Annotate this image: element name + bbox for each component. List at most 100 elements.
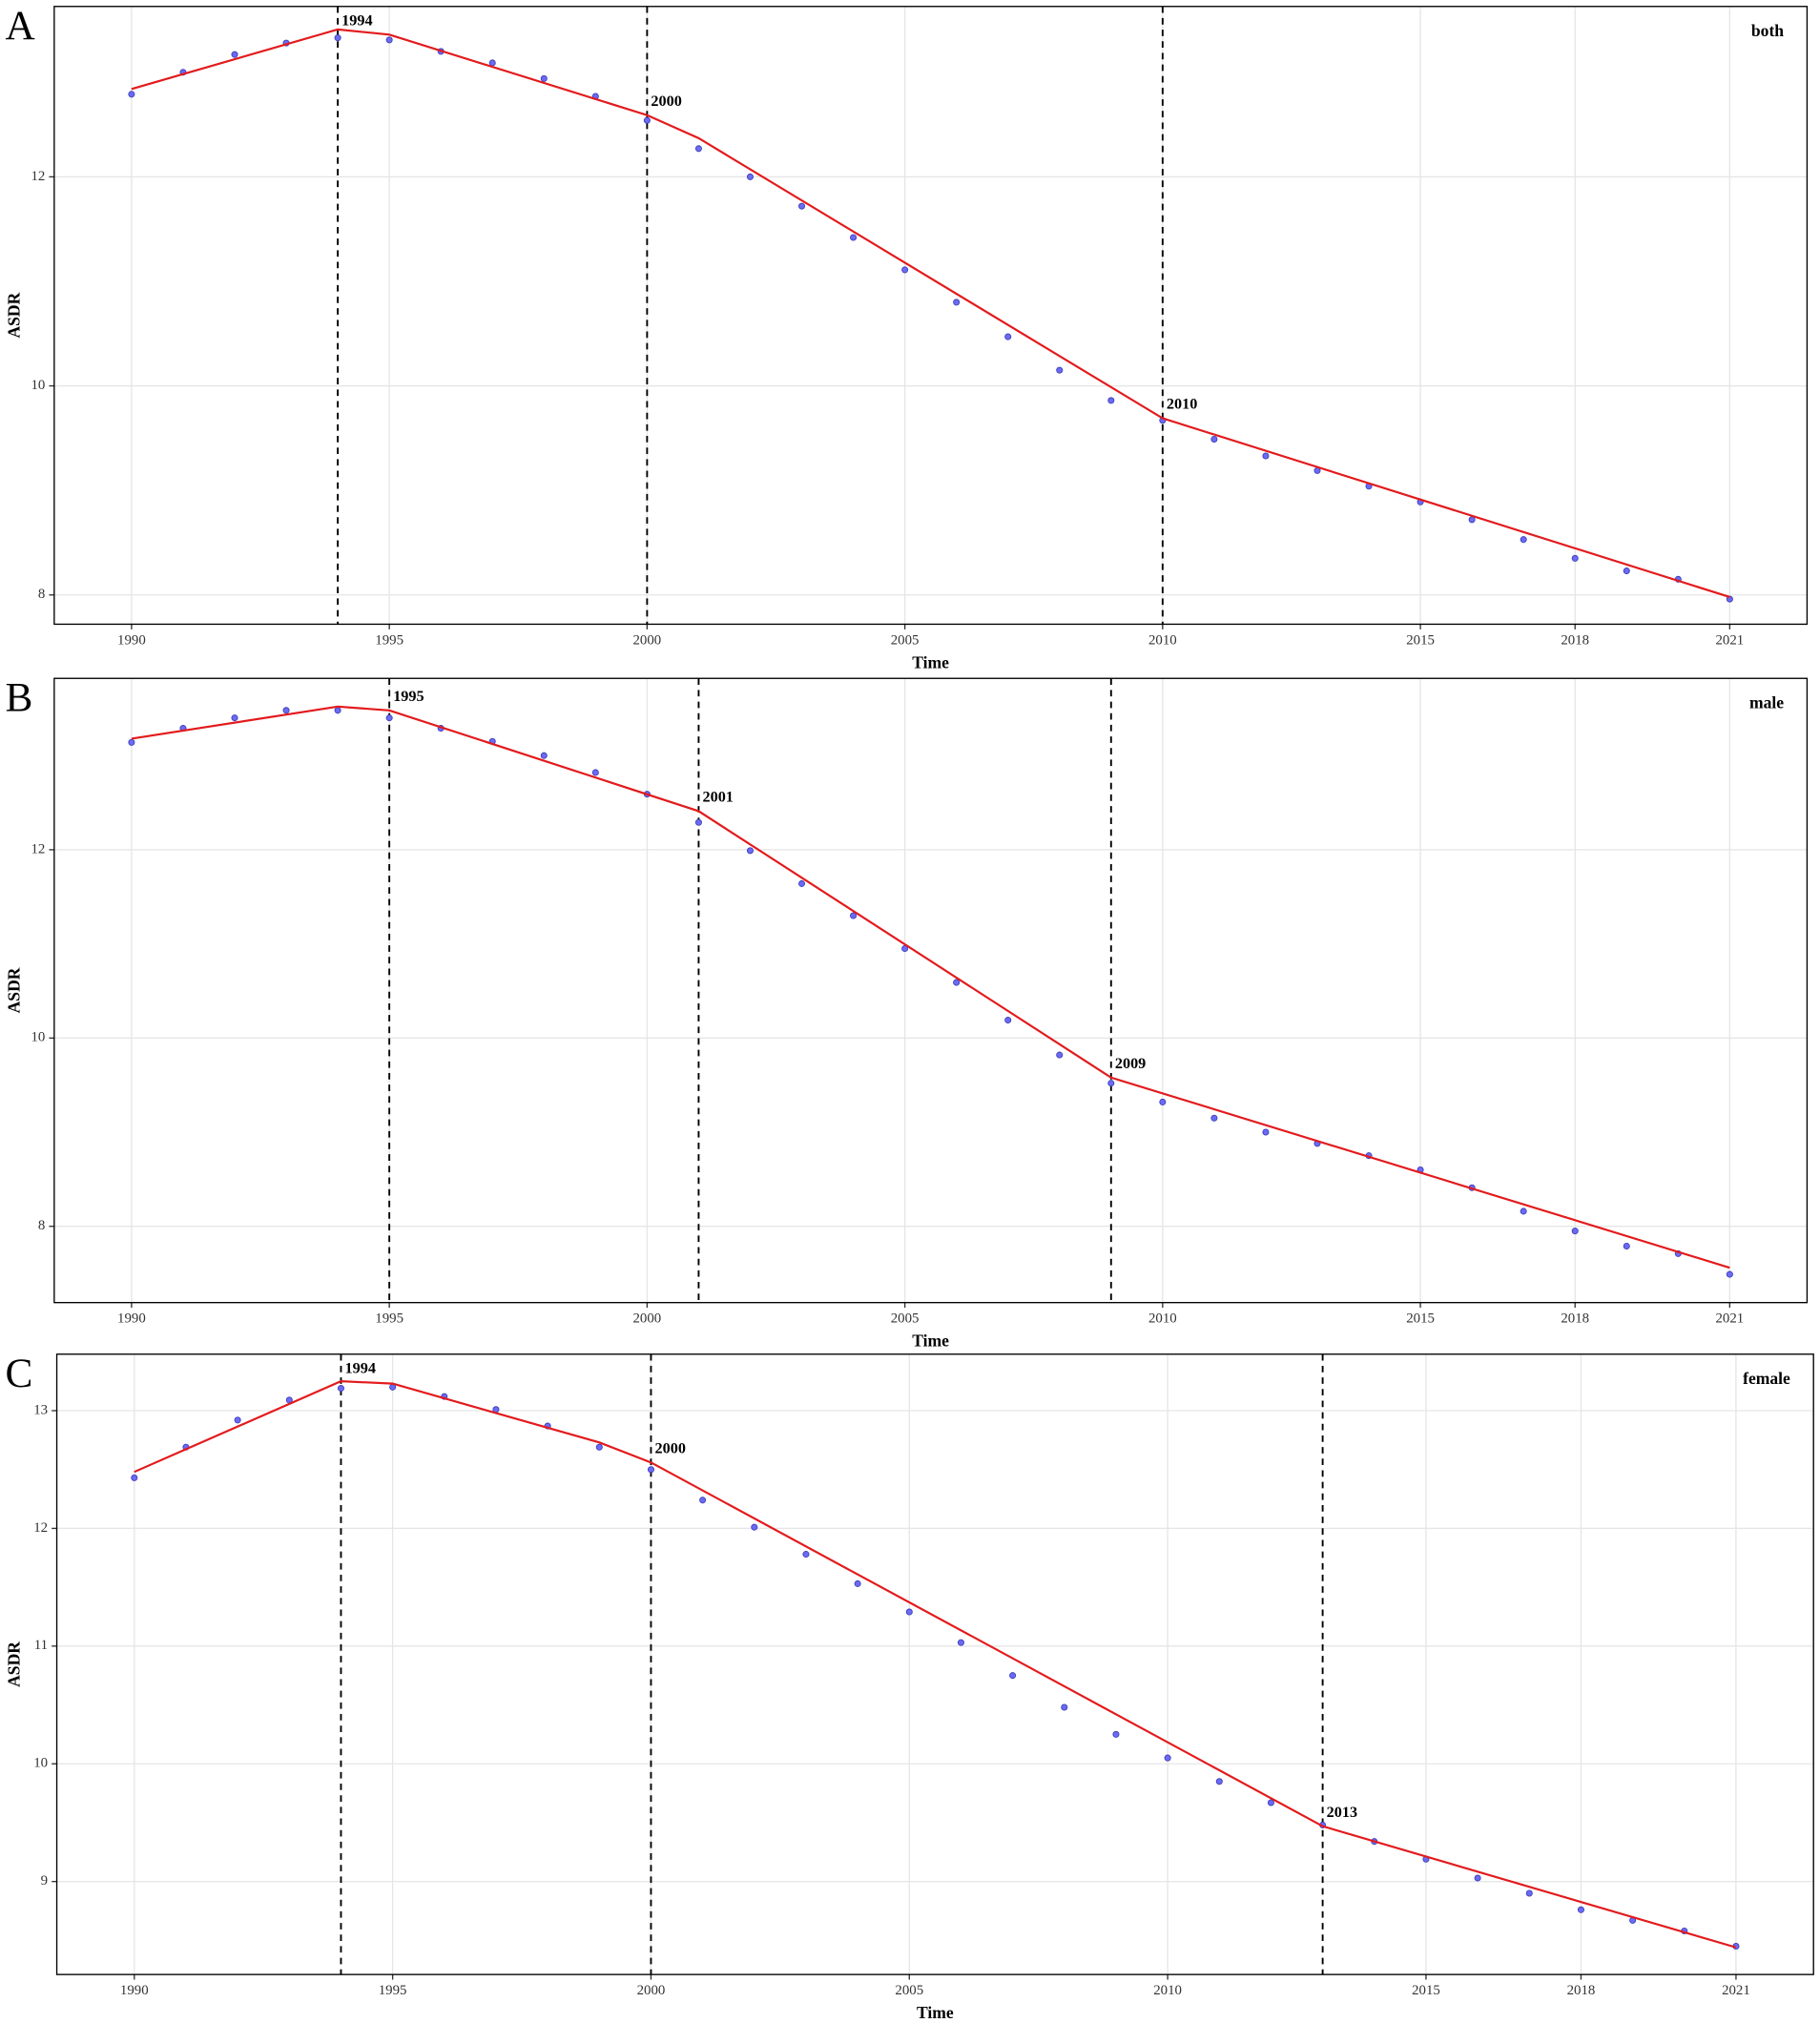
y-tick-label: 10: [33, 1756, 48, 1771]
data-point: [1061, 1703, 1068, 1711]
x-tick-label: 1995: [379, 1983, 407, 1998]
data-point: [850, 234, 858, 241]
x-tick-label: 2000: [633, 1311, 662, 1327]
data-point: [1267, 1799, 1274, 1806]
data-point: [1525, 1889, 1533, 1897]
data-point: [746, 847, 754, 855]
group-label: female: [1743, 1369, 1790, 1388]
data-point: [488, 59, 496, 67]
y-tick-label: 11: [34, 1638, 48, 1653]
joinpoint-label: 2009: [1115, 1055, 1146, 1072]
joinpoint-label: 2013: [1327, 1804, 1357, 1821]
data-point: [282, 707, 290, 714]
data-point: [694, 818, 702, 826]
data-point: [1215, 1778, 1223, 1786]
joinpoint-label: 1995: [393, 688, 424, 705]
x-axis-title: Time: [917, 2003, 954, 2022]
data-point: [1262, 1128, 1270, 1136]
data-point: [854, 1579, 861, 1587]
y-tick-label: 8: [38, 1218, 45, 1233]
fitted-line: [134, 1380, 1737, 1949]
x-tick-label: 2005: [891, 1311, 920, 1327]
data-point: [1210, 1114, 1218, 1122]
y-tick-label: 10: [31, 1030, 46, 1045]
x-tick-label: 2018: [1561, 632, 1589, 648]
data-point: [591, 769, 599, 776]
x-tick-label: 1990: [117, 632, 146, 648]
x-tick-label: 2005: [895, 1983, 923, 1998]
x-tick-label: 2018: [1567, 1983, 1596, 1998]
y-tick-label: 13: [33, 1402, 48, 1417]
data-point: [1571, 554, 1579, 562]
x-tick-label: 1995: [375, 1311, 403, 1327]
x-tick-label: 1995: [375, 632, 403, 648]
panel-letter: A: [5, 3, 34, 49]
data-point: [647, 1466, 654, 1474]
group-label: both: [1751, 21, 1784, 40]
data-point: [953, 299, 961, 306]
data-point: [1056, 1051, 1064, 1059]
x-tick-label: 2000: [633, 632, 662, 648]
x-tick-label: 2010: [1148, 632, 1177, 648]
data-point: [128, 738, 135, 746]
data-point: [1107, 397, 1115, 404]
data-point: [802, 1551, 810, 1559]
plot-border: [53, 677, 1809, 1304]
data-point: [1004, 333, 1012, 341]
data-point: [751, 1523, 758, 1531]
data-point: [231, 51, 238, 58]
data-point: [1571, 1228, 1579, 1235]
y-tick-label: 12: [31, 841, 46, 857]
data-point: [334, 34, 341, 42]
data-point: [699, 1497, 707, 1504]
data-point: [334, 707, 341, 714]
x-tick-label: 2010: [1148, 1311, 1177, 1327]
y-axis-title: ASDR: [4, 292, 23, 338]
data-point: [1623, 1242, 1630, 1249]
data-point: [1577, 1906, 1584, 1913]
joinpoint-label: 2010: [1167, 396, 1197, 413]
joinpoint-label: 2001: [702, 789, 733, 806]
data-point: [1520, 536, 1527, 544]
data-point: [746, 173, 754, 180]
data-point: [540, 752, 548, 759]
panel-letter: C: [5, 1351, 32, 1396]
x-tick-label: 2018: [1561, 1311, 1589, 1327]
plot-border: [55, 1353, 1814, 1975]
x-tick-label: 2021: [1722, 1983, 1750, 1998]
x-tick-label: 2000: [637, 1983, 666, 1998]
data-point: [905, 1608, 913, 1616]
data-point: [385, 714, 393, 722]
y-tick-label: 10: [31, 378, 46, 393]
x-tick-label: 2015: [1406, 632, 1435, 648]
x-axis-title: Time: [912, 1331, 949, 1351]
y-tick-label: 8: [38, 587, 45, 602]
data-point: [957, 1639, 964, 1646]
joinpoint-label: 2000: [655, 1440, 686, 1457]
x-tick-label: 2010: [1153, 1983, 1182, 1998]
data-point: [234, 1416, 241, 1424]
x-tick-label: 1990: [120, 1983, 149, 1998]
data-point: [337, 1385, 344, 1393]
data-point: [595, 1443, 603, 1451]
x-tick-label: 2021: [1715, 632, 1744, 648]
data-point: [385, 36, 393, 44]
data-point: [953, 979, 961, 986]
joinpoint-label: 1994: [345, 1360, 376, 1377]
data-point: [1009, 1672, 1017, 1680]
data-point: [694, 145, 702, 153]
y-tick-label: 9: [41, 1873, 48, 1889]
x-tick-label: 2015: [1406, 1311, 1435, 1327]
data-point: [1468, 516, 1476, 524]
data-point: [901, 266, 909, 274]
data-point: [643, 116, 651, 124]
x-tick-label: 1990: [117, 1311, 146, 1327]
data-point: [1164, 1754, 1171, 1762]
data-point: [1726, 1270, 1733, 1278]
x-axis-title: Time: [912, 652, 949, 671]
data-point: [1210, 435, 1218, 443]
plot-border: [53, 6, 1809, 626]
y-axis-title: ASDR: [4, 1641, 23, 1687]
x-tick-label: 2005: [891, 632, 920, 648]
